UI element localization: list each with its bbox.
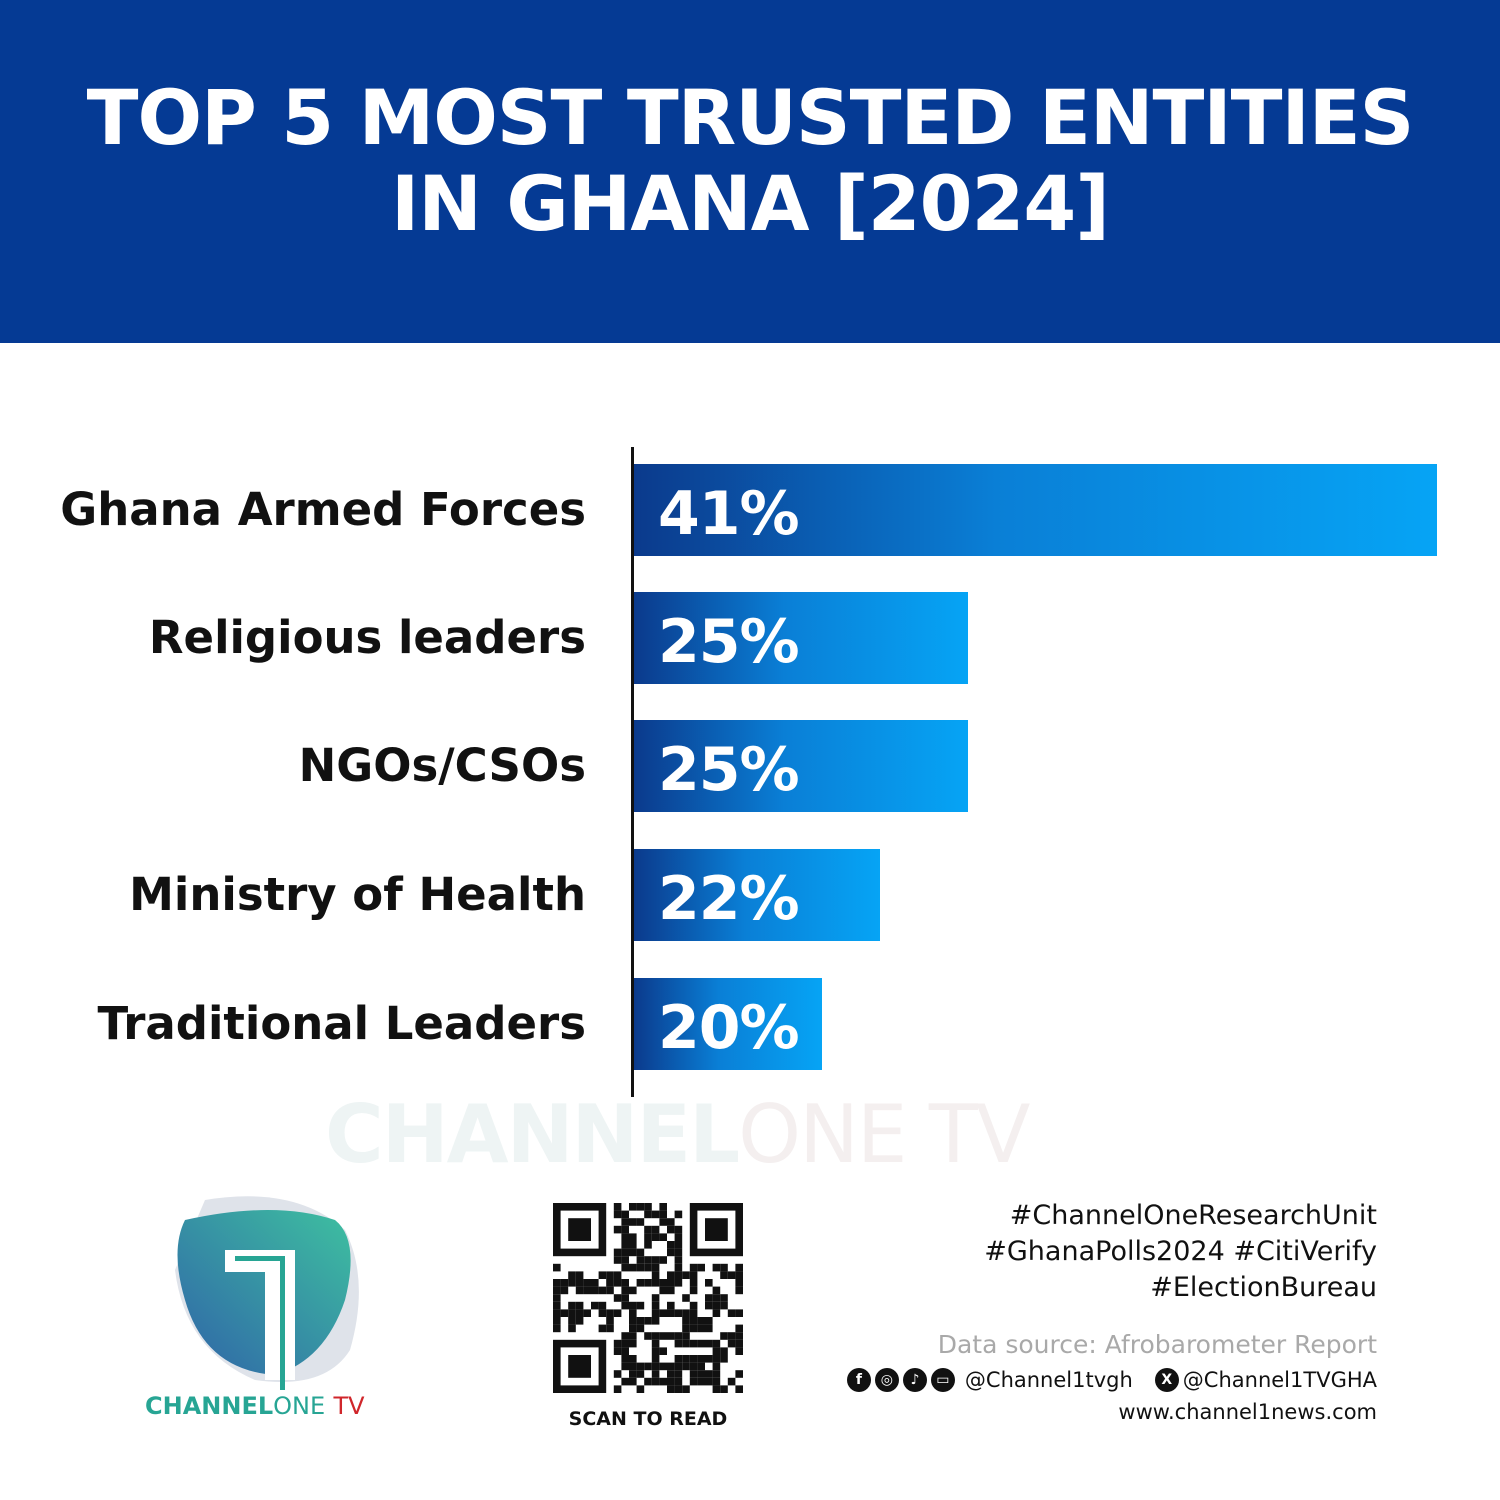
- title-line-2: IN GHANA [2024]: [390, 158, 1110, 248]
- category-label: Traditional Leaders: [97, 997, 586, 1050]
- category-label: Ghana Armed Forces: [60, 483, 586, 536]
- hashtag-line[interactable]: #GhanaPolls2024 #CitiVerify: [984, 1236, 1377, 1267]
- instagram-icon[interactable]: ◎: [874, 1368, 899, 1392]
- title-line-1: TOP 5 MOST TRUSTED ENTITIES: [86, 72, 1415, 162]
- data-label: 41%: [658, 479, 800, 549]
- bar: 25%: [634, 592, 969, 684]
- header-banner: TOP 5 MOST TRUSTED ENTITIES IN GHANA [20…: [0, 0, 1500, 343]
- channel-one-logo: [175, 1196, 359, 1390]
- x-icon[interactable]: X: [1154, 1368, 1179, 1392]
- tiktok-icon[interactable]: ♪: [902, 1368, 927, 1392]
- data-source: Data source: Afrobarometer Report: [937, 1330, 1377, 1359]
- bar: 20%: [634, 978, 822, 1070]
- hashtag-line[interactable]: #ElectionBureau: [1150, 1272, 1377, 1303]
- qr-code[interactable]: [553, 1203, 743, 1393]
- brand-wordmark: CHANNELONE TV: [145, 1392, 365, 1420]
- category-label: Ministry of Health: [129, 868, 586, 921]
- watermark-light: ONE TV: [738, 1088, 1030, 1181]
- brand-light: ONE: [273, 1392, 326, 1420]
- bar: 41%: [634, 464, 1437, 556]
- facebook-icon[interactable]: f: [846, 1368, 871, 1392]
- category-label: Religious leaders: [148, 611, 586, 664]
- bar: 22%: [634, 849, 881, 941]
- watermark: CHANNELONE TV: [325, 1088, 1031, 1181]
- watermark-bold: CHANNEL: [325, 1088, 740, 1181]
- qr-caption: SCAN TO READ: [568, 1408, 728, 1430]
- data-label: 25%: [658, 607, 800, 677]
- social-handle[interactable]: @Channel1tvgh: [964, 1368, 1133, 1392]
- data-label: 22%: [658, 864, 800, 934]
- website-link[interactable]: www.channel1news.com: [1118, 1400, 1377, 1424]
- brand-bold: CHANNEL: [145, 1392, 274, 1420]
- hashtag-line[interactable]: #ChannelOneResearchUnit: [1009, 1200, 1377, 1231]
- x-handle[interactable]: @Channel1TVGHA: [1182, 1368, 1377, 1392]
- data-label: 20%: [658, 993, 800, 1063]
- youtube-icon[interactable]: ▭: [930, 1368, 955, 1392]
- brand-tv: TV: [333, 1392, 365, 1420]
- bar: 25%: [634, 720, 969, 812]
- social-row: f ◎ ♪ ▭ @Channel1tvgh X @Channel1TVGHA: [846, 1368, 1377, 1392]
- category-label: NGOs/CSOs: [298, 739, 586, 792]
- hashtags: #ChannelOneResearchUnit #GhanaPolls2024 …: [984, 1198, 1377, 1306]
- data-label: 25%: [658, 735, 800, 805]
- y-axis-line: [631, 447, 634, 1097]
